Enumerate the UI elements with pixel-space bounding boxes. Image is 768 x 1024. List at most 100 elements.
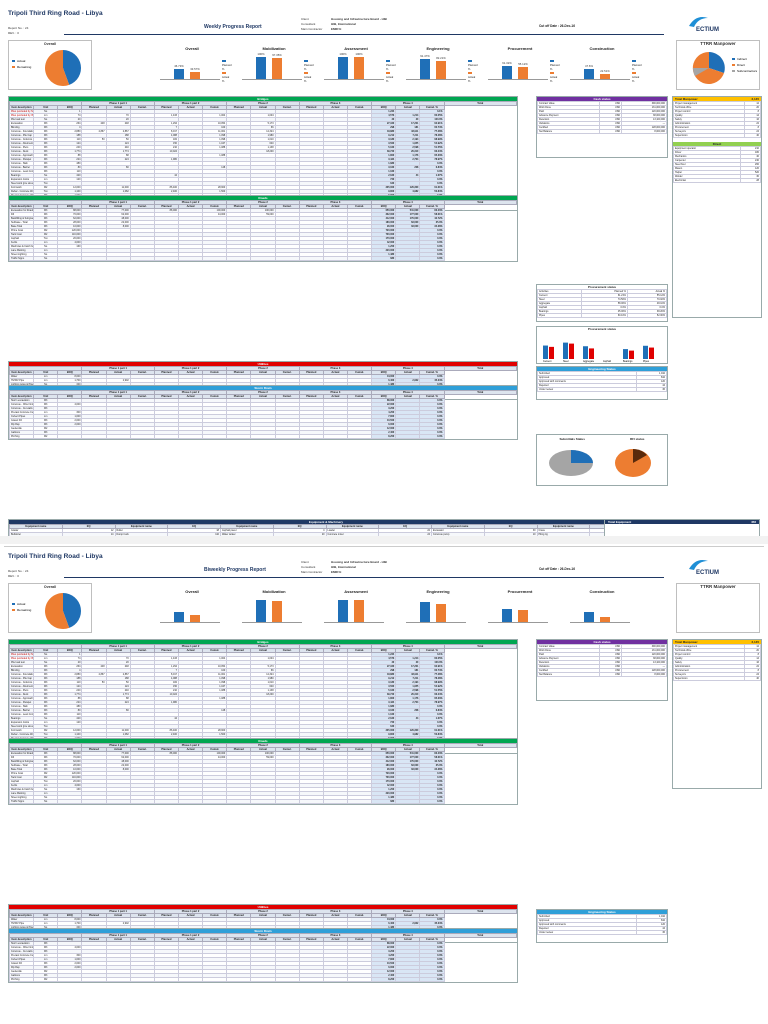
roads-table-block-2: Roads Phase 1 part 1 Phase 1 part 2 Phase … bbox=[8, 738, 518, 805]
row-description: Traffic Signs bbox=[8, 256, 35, 261]
phase-header: Total bbox=[443, 101, 518, 106]
row-value bbox=[129, 256, 155, 261]
phase-header: Total bbox=[443, 366, 518, 371]
row-total: 680 bbox=[371, 799, 397, 804]
kpi-bar-planned: 100% bbox=[256, 52, 266, 79]
row-value bbox=[322, 256, 348, 261]
roads-table-block: Roads Phase 1 part 1 Phase 1 part 2 Phase … bbox=[8, 195, 518, 262]
row-description: Precast Concrete Culvert Lines bbox=[8, 953, 35, 958]
row-description: Concrete - Foundations bbox=[8, 129, 35, 134]
procurement-bar bbox=[629, 350, 634, 359]
row-value bbox=[177, 977, 204, 982]
svg-text:Remaining: Remaining bbox=[17, 608, 32, 612]
row-value bbox=[177, 799, 204, 804]
row-total: 680 bbox=[371, 256, 397, 261]
row-value bbox=[250, 434, 276, 439]
table-row: Backfilling & Subgrade for roadsM362,000… bbox=[8, 759, 517, 764]
table-row: Rip Rap M3 2,000 6,000 0.0% bbox=[8, 965, 517, 970]
storm-table-block-2: Storm Drain Phase 1 part 1 Phase 1 part 2… bbox=[8, 928, 518, 983]
row-value bbox=[81, 977, 107, 982]
procurement-category-label: Bearings bbox=[623, 360, 633, 363]
row-value bbox=[346, 256, 373, 261]
table-row: Piles (excluded by Nahmas Contractor)No1… bbox=[8, 652, 517, 657]
column-header: Item description bbox=[8, 394, 35, 399]
table-row: Concrete - Cut walls M3 3,200 0.0% bbox=[8, 406, 517, 411]
list-item: Under review 36 bbox=[536, 930, 667, 935]
row-description: Piles (excluded by Nahmas Contractor) bbox=[8, 652, 35, 657]
phase-header: Total bbox=[443, 644, 518, 649]
table-row: Pitching M2 8,200 0.0% bbox=[8, 977, 517, 982]
row-value bbox=[226, 434, 252, 439]
row-description: Concrete - Pile Cap bbox=[8, 133, 35, 138]
pie-slice-actual bbox=[63, 50, 82, 85]
row-description: Concrete - Parapet bbox=[8, 157, 35, 162]
row-value bbox=[322, 977, 348, 982]
table-row: Rip Rap M3 2,000 6,000 0.0% bbox=[8, 422, 517, 427]
engineering-status-panel: Engineering Status Submitted 1,042 Approve… bbox=[536, 366, 668, 400]
table-row: Asphalt Ton 20,000 170,000 0.0% bbox=[8, 779, 517, 784]
column-header: Item description bbox=[8, 913, 35, 918]
row-value bbox=[202, 256, 228, 261]
row-total bbox=[395, 256, 421, 261]
storm-table-block: Storm Drain Phase 1 part 1 Phase 1 part 2… bbox=[8, 385, 518, 440]
roads-table: Phase 1 part 1 Phase 1 part 2 Phase 2 Phase… bbox=[8, 200, 518, 261]
procurement-bar bbox=[549, 346, 554, 359]
procurement-bar-chart: Cement Steel Aggregate Asphalt Bearings Pipes bbox=[543, 342, 654, 363]
row-value bbox=[274, 799, 300, 804]
row-description: Pitching bbox=[8, 434, 35, 439]
row-value bbox=[298, 256, 324, 261]
row-description: Piles (excluded by IS) bbox=[8, 656, 35, 661]
row-value bbox=[274, 256, 300, 261]
phase-header: Total bbox=[443, 933, 518, 938]
procurement-category-label: Pipes bbox=[643, 360, 650, 363]
kpi-mobilization: Mobilization 100% 97.35% Planned % Actual … bbox=[234, 46, 314, 88]
row-value bbox=[274, 977, 300, 982]
row-total: 0.0% bbox=[419, 977, 445, 982]
table-row: Subbase - Total M3 28,000 22,000 180,000 63,0… bbox=[8, 220, 517, 225]
row-value bbox=[57, 256, 83, 261]
table-row: Traffic Signs No 680 0.0% bbox=[8, 256, 517, 261]
revision: REV. : 0 bbox=[8, 31, 19, 35]
project-title-2: Tripoli Third Ring Road - Libya bbox=[8, 553, 103, 560]
row-description: Manholes & Catch basins bbox=[8, 787, 35, 792]
report-number: Report No. : 24 bbox=[8, 26, 29, 30]
procurement-category-label: Cement bbox=[543, 360, 552, 363]
row-total: 8,200 bbox=[371, 977, 397, 982]
project-meta: Client Housing and Infrastructure Board -… bbox=[301, 17, 387, 31]
engineering-status-table: Submitted 1,042 Approved 842 Approved with c… bbox=[536, 371, 667, 392]
row-value bbox=[153, 799, 179, 804]
ttr-manpower-panel-2: TTRR Manpower bbox=[676, 583, 760, 633]
kpi-bar-actual: 33.57% bbox=[190, 67, 200, 79]
column-header: Item description bbox=[8, 747, 35, 752]
kpi-assessment: Assessment 100% 100% Planned % Actual % bbox=[316, 46, 396, 88]
kpi-construction: Construction 47.6% 22.51% Planned % Actual… bbox=[562, 46, 642, 88]
bridges-table-block: Bridges Phase 1 part 1 Phase 1 part 2 Phas… bbox=[8, 96, 518, 211]
table-row: Rebar - Concrete WorksTon1,1001,0822,400… bbox=[8, 189, 517, 194]
procurement-bar bbox=[643, 345, 648, 359]
column-header: Item description bbox=[8, 105, 35, 110]
row-unit: M2 bbox=[33, 977, 59, 982]
list-item: Under review 36 bbox=[536, 387, 667, 392]
row-value bbox=[202, 799, 228, 804]
kpi-bar-actual: 82.21% bbox=[436, 56, 446, 79]
row-value bbox=[177, 434, 204, 439]
row-value bbox=[153, 977, 179, 982]
procurement-chart-panel: Procurement status Cement Steel Aggregate A… bbox=[536, 326, 668, 364]
row-value bbox=[57, 977, 83, 982]
table-row: HV/MV Pipe Lm 1,700 2,902 6,400 2,902 45.34% bbox=[8, 921, 517, 926]
manpower-direct-table: Equipment operator 210 Driver 180 Mechanics 4… bbox=[672, 146, 761, 183]
table-row: Street Lighting No 1,480 0.0% bbox=[8, 795, 517, 800]
report-sheet-biweekly: Tripoli Third Ring Road - Libya Report N… bbox=[4, 546, 764, 1020]
kpi-bar-planned: 47.6% bbox=[584, 64, 594, 79]
kpi-bar-planned: 46.73% bbox=[174, 64, 184, 79]
row-description: Rebar - Concrete Works bbox=[8, 732, 35, 737]
pie-slice-direct bbox=[692, 51, 724, 84]
table-row: Prime Coat M2 120,000 720,000 0.0% bbox=[8, 771, 517, 776]
storm-table: Phase 1 part 1 Phase 1 part 2 Phase 2 Phase… bbox=[8, 390, 518, 439]
kpi-bar-actual: 100% bbox=[354, 52, 364, 79]
procurement-bar bbox=[583, 346, 588, 359]
kpi-bar-actual: 55.12% bbox=[518, 62, 528, 79]
row-description: Concrete - Cut walls bbox=[8, 949, 35, 954]
row-value bbox=[105, 977, 131, 982]
